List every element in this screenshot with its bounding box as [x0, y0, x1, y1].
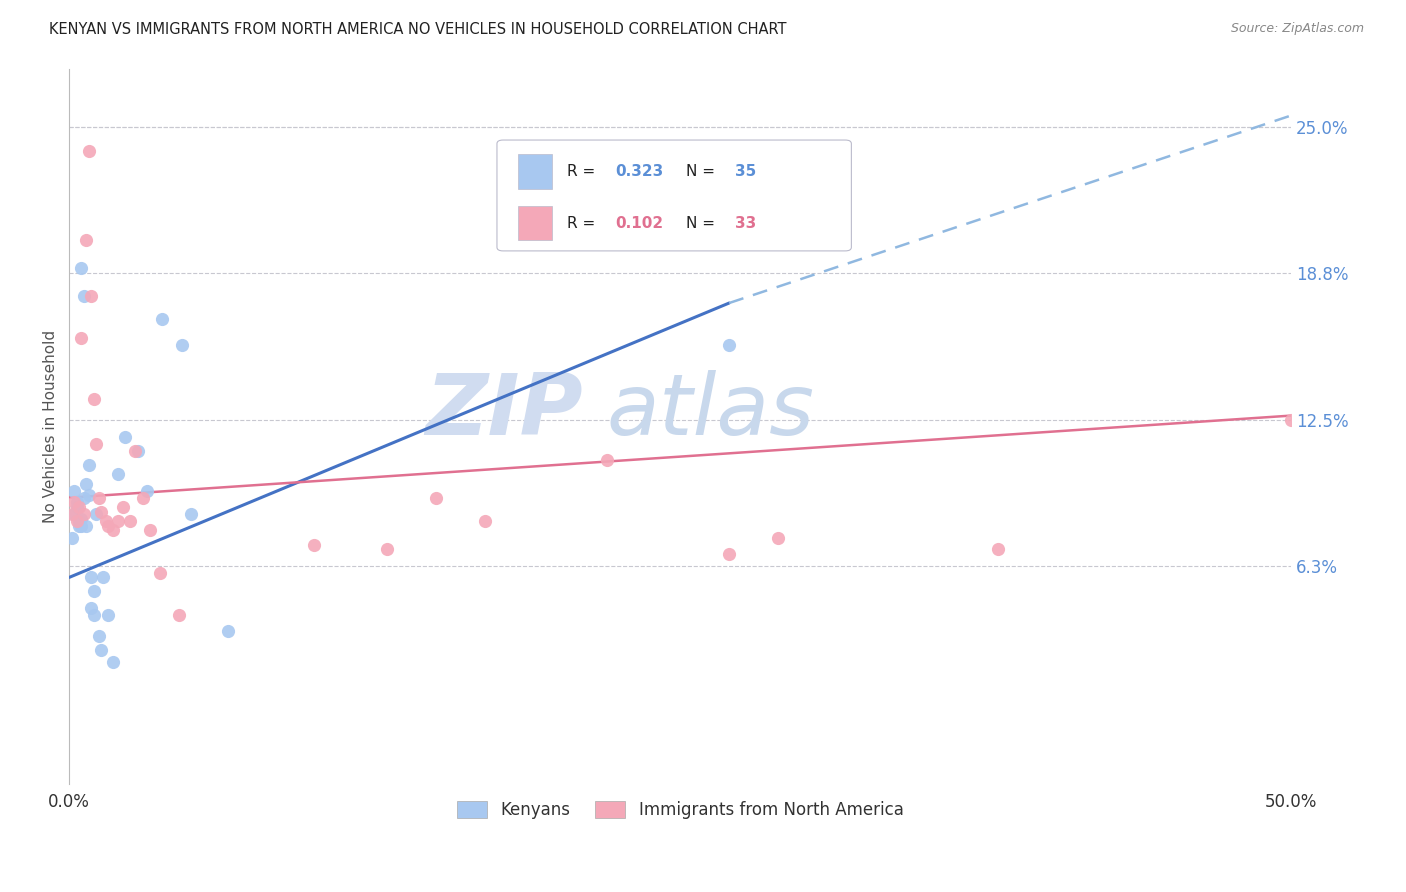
Point — [139, 524, 162, 538]
Point — [84, 507, 107, 521]
Point — [103, 524, 125, 538]
Point — [70, 260, 93, 275]
Point — [87, 629, 110, 643]
Point — [718, 547, 741, 561]
Point — [70, 331, 93, 345]
Point — [107, 467, 129, 482]
Point — [124, 443, 146, 458]
Point — [170, 338, 193, 352]
Point — [70, 512, 93, 526]
Point — [80, 600, 103, 615]
Point — [83, 607, 105, 622]
Text: 33: 33 — [735, 216, 756, 230]
Point — [97, 518, 120, 533]
Point — [67, 500, 90, 514]
Point — [87, 491, 110, 505]
Text: KENYAN VS IMMIGRANTS FROM NORTH AMERICA NO VEHICLES IN HOUSEHOLD CORRELATION CHA: KENYAN VS IMMIGRANTS FROM NORTH AMERICA … — [49, 22, 787, 37]
Text: 0.102: 0.102 — [616, 216, 664, 230]
Point — [83, 584, 105, 599]
Point — [77, 458, 100, 472]
Point — [718, 338, 741, 352]
Point — [60, 507, 83, 521]
Point — [70, 518, 93, 533]
Point — [90, 643, 112, 657]
Point — [75, 518, 97, 533]
Point — [84, 436, 107, 450]
Point — [80, 570, 103, 584]
Point — [65, 514, 87, 528]
Point — [167, 607, 190, 622]
Text: N =: N = — [686, 216, 720, 230]
Point — [83, 392, 105, 406]
Point — [94, 514, 117, 528]
Point — [67, 518, 90, 533]
Point — [73, 491, 96, 505]
Point — [375, 542, 398, 557]
Point — [63, 495, 86, 509]
Point — [111, 500, 134, 514]
Point — [63, 483, 86, 498]
Point — [75, 476, 97, 491]
Legend: Kenyans, Immigrants from North America: Kenyans, Immigrants from North America — [450, 794, 910, 825]
Point — [425, 491, 447, 505]
Point — [114, 430, 136, 444]
Point — [766, 531, 789, 545]
Point — [120, 514, 142, 528]
Point — [987, 542, 1010, 557]
Point — [149, 566, 172, 580]
Point — [80, 289, 103, 303]
Point — [93, 570, 115, 584]
Point — [180, 507, 202, 521]
Point — [302, 537, 325, 551]
Text: atlas: atlas — [607, 370, 815, 453]
Point — [67, 514, 90, 528]
Point — [90, 505, 112, 519]
Point — [596, 453, 619, 467]
Point — [1279, 413, 1302, 427]
Point — [217, 624, 239, 639]
Point — [63, 507, 86, 521]
Point — [60, 531, 83, 545]
Point — [136, 483, 159, 498]
Point — [107, 514, 129, 528]
Text: 35: 35 — [735, 164, 756, 179]
Text: N =: N = — [686, 164, 720, 179]
Point — [127, 443, 149, 458]
Point — [77, 144, 100, 158]
Point — [65, 495, 87, 509]
Bar — [517, 154, 553, 189]
Point — [97, 607, 120, 622]
Point — [77, 488, 100, 502]
Text: Source: ZipAtlas.com: Source: ZipAtlas.com — [1230, 22, 1364, 36]
FancyBboxPatch shape — [496, 140, 852, 251]
Y-axis label: No Vehicles in Household: No Vehicles in Household — [44, 329, 58, 523]
Text: 0.323: 0.323 — [616, 164, 664, 179]
Text: ZIP: ZIP — [425, 370, 582, 453]
Bar — [517, 206, 553, 240]
Text: R =: R = — [567, 164, 600, 179]
Point — [103, 655, 125, 669]
Point — [73, 289, 96, 303]
Point — [73, 507, 96, 521]
Text: R =: R = — [567, 216, 600, 230]
Point — [150, 312, 173, 326]
Point — [75, 233, 97, 247]
Point — [474, 514, 496, 528]
Point — [131, 491, 153, 505]
Point — [65, 500, 87, 514]
